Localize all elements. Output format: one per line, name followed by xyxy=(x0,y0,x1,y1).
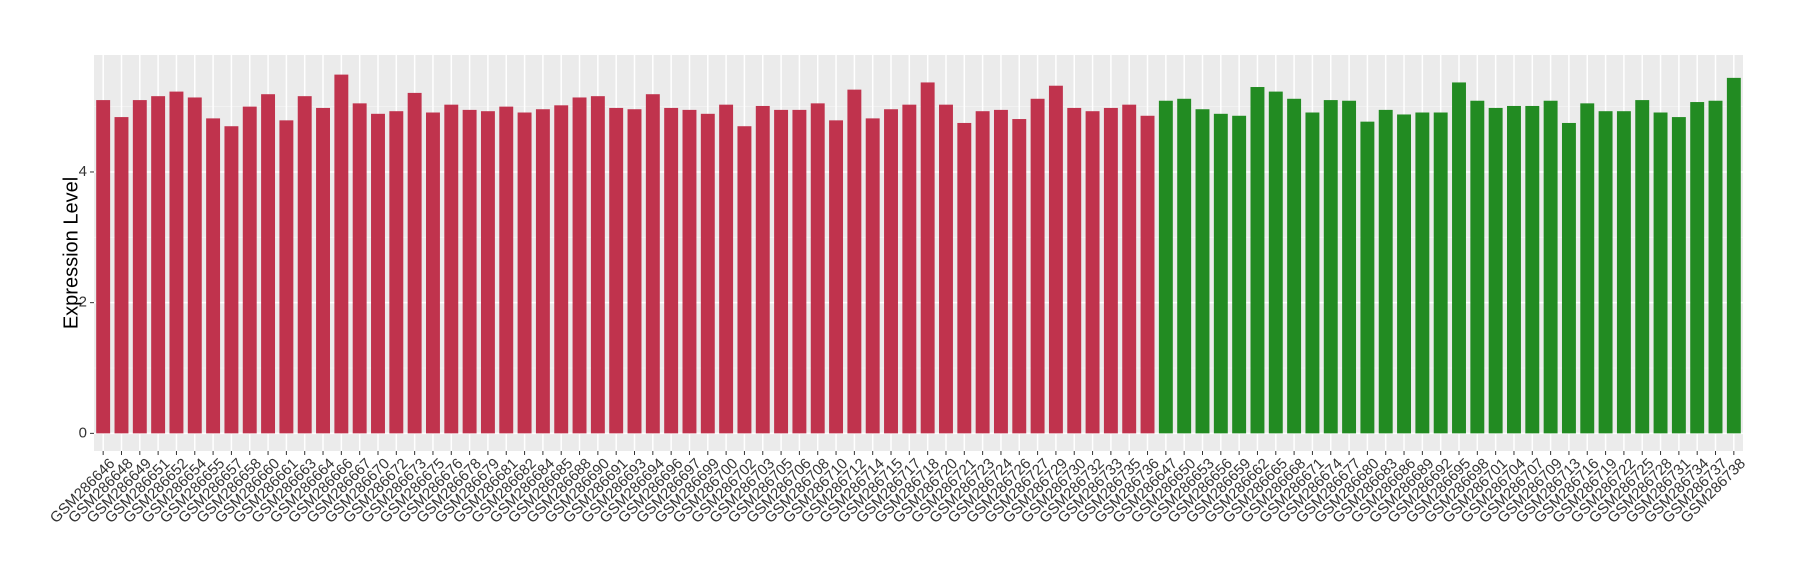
bar xyxy=(1085,111,1100,434)
bar xyxy=(920,82,935,434)
bar xyxy=(1250,87,1265,434)
bar xyxy=(957,122,972,434)
bar xyxy=(1323,100,1338,434)
panel-background xyxy=(94,55,1743,451)
bar xyxy=(700,113,715,434)
bar xyxy=(1232,115,1247,434)
y-tick-label: 0 xyxy=(79,424,87,441)
bar xyxy=(1213,113,1228,434)
bar xyxy=(279,120,294,434)
bar xyxy=(645,94,660,434)
bar xyxy=(810,103,825,434)
bar xyxy=(297,96,312,434)
y-tick-label: 2 xyxy=(79,294,87,311)
bar xyxy=(132,100,147,434)
bar xyxy=(1726,77,1741,434)
bar xyxy=(499,106,514,434)
bar xyxy=(627,109,642,434)
bar xyxy=(1452,82,1466,434)
bar xyxy=(1543,100,1558,434)
bar xyxy=(444,104,459,434)
bar xyxy=(1140,115,1155,434)
bar xyxy=(1103,107,1118,434)
bar xyxy=(1616,111,1631,434)
bar xyxy=(1470,100,1485,434)
bar xyxy=(151,96,166,434)
bar xyxy=(572,97,587,434)
bar xyxy=(1360,121,1375,434)
bar xyxy=(316,107,330,434)
bar xyxy=(737,126,752,434)
bar xyxy=(334,74,349,434)
bar xyxy=(609,107,624,434)
bar xyxy=(96,100,111,434)
bar xyxy=(480,111,495,434)
bar xyxy=(187,97,202,434)
bar xyxy=(590,96,605,434)
bar xyxy=(206,118,221,434)
bar xyxy=(884,109,898,434)
bar xyxy=(719,104,734,434)
bar xyxy=(755,105,770,434)
bar xyxy=(261,94,276,434)
bar xyxy=(1580,103,1595,434)
bar xyxy=(1195,109,1210,434)
bar xyxy=(1488,107,1503,434)
bar xyxy=(462,109,477,434)
bar xyxy=(554,105,569,434)
bar xyxy=(1268,91,1283,434)
bar xyxy=(1671,117,1686,434)
bar xyxy=(1305,112,1320,434)
bar xyxy=(829,120,844,434)
y-tick-label: 4 xyxy=(79,163,87,180)
bar xyxy=(774,109,789,434)
bar xyxy=(1708,100,1723,434)
bar xyxy=(1067,107,1082,434)
bar xyxy=(114,117,129,434)
bar xyxy=(517,112,532,434)
bar xyxy=(389,111,404,434)
bar xyxy=(847,89,862,434)
bar xyxy=(242,106,257,434)
y-axis-title: Expression Level xyxy=(60,177,82,329)
bar xyxy=(1397,114,1412,434)
bar xyxy=(1012,119,1027,434)
bar xyxy=(1287,98,1302,434)
bar xyxy=(682,109,697,434)
bar xyxy=(1415,112,1430,434)
bar xyxy=(1342,100,1357,434)
bar xyxy=(792,109,807,434)
bar xyxy=(425,112,440,434)
bar xyxy=(939,104,953,434)
bar xyxy=(352,103,367,434)
bar xyxy=(1122,104,1137,434)
bar xyxy=(1690,102,1705,434)
bar xyxy=(1158,100,1173,434)
bar xyxy=(1653,112,1668,434)
bar xyxy=(902,104,917,434)
bar xyxy=(169,91,184,434)
bar xyxy=(1048,85,1063,434)
bar xyxy=(1030,98,1045,434)
bar xyxy=(664,107,679,434)
bar xyxy=(1433,112,1448,434)
bar xyxy=(993,109,1008,434)
bar xyxy=(407,92,422,434)
bar xyxy=(1561,122,1576,434)
bar xyxy=(865,118,880,434)
bar xyxy=(1598,111,1613,434)
bar xyxy=(1378,109,1393,434)
bar xyxy=(371,113,385,434)
bar xyxy=(1177,98,1192,434)
bar xyxy=(1507,105,1521,434)
bar xyxy=(1635,100,1650,434)
bar xyxy=(224,126,239,434)
bar xyxy=(535,109,550,434)
bar xyxy=(1525,105,1540,434)
bar xyxy=(975,111,990,434)
